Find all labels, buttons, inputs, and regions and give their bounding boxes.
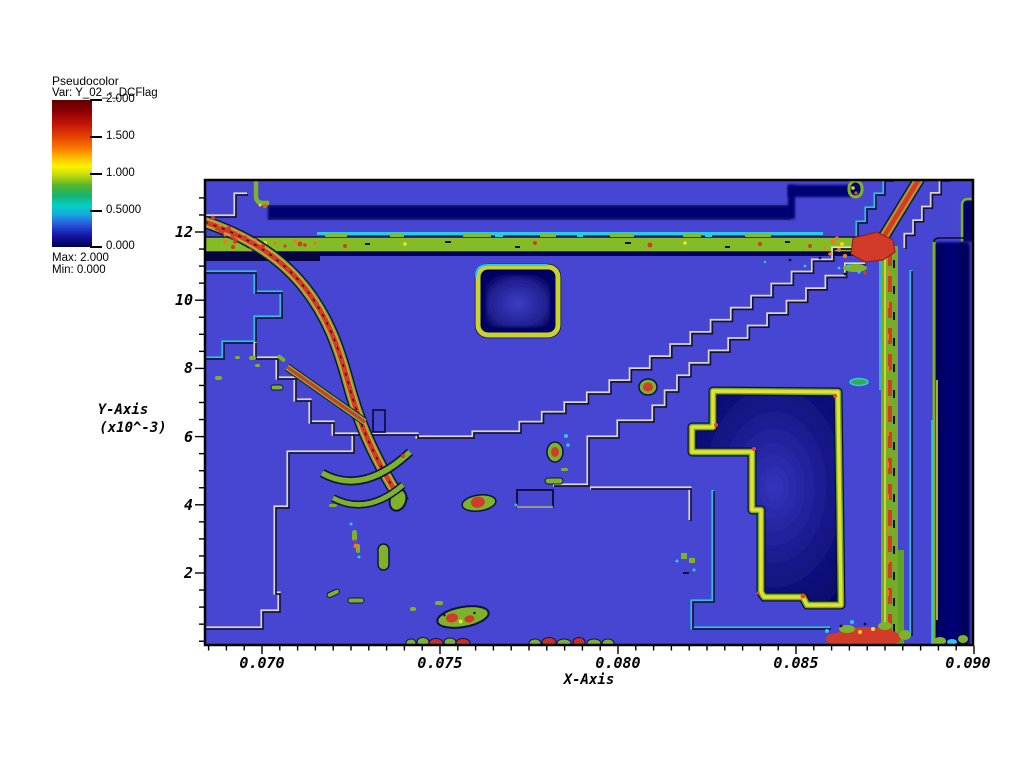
colorbar-tick <box>90 246 102 248</box>
top-right-navy-notch <box>962 200 973 242</box>
y-tick-label: 10 <box>175 291 193 309</box>
colorbar-tick <box>90 136 102 138</box>
x-tick-label: 0.090 <box>945 654 990 672</box>
rounded-square-region <box>474 263 562 339</box>
strip-left-cap <box>253 180 269 206</box>
mesh-boundaries <box>205 180 950 636</box>
colorbar-tick-label: 0.000 <box>106 240 135 252</box>
plot-border <box>203 178 975 647</box>
y-tick-label: 12 <box>175 223 193 241</box>
y-tick-label: 6 <box>184 428 193 446</box>
strip-right-cap <box>847 180 864 199</box>
x-tick-label: 0.070 <box>239 654 284 672</box>
fish-blob <box>436 605 490 629</box>
y-tick-label: 8 <box>184 359 193 377</box>
top-navy-strip <box>253 180 864 220</box>
colorbar-tick <box>90 210 102 212</box>
y-tick-label: 2 <box>183 564 193 582</box>
right-navy-band <box>931 237 970 645</box>
shock-junction-blob <box>823 231 896 275</box>
bottom-right-debris <box>825 620 911 645</box>
y-axis-tick-labels: 2 4 6 8 10 12 <box>175 223 193 582</box>
colorbar-tick <box>90 99 102 101</box>
legend-max-label: Max: 2.000 <box>52 252 109 264</box>
x-axis-tick-labels: 0.070 0.075 0.080 0.085 0.090 <box>239 654 990 672</box>
colorbar-tick <box>90 173 102 175</box>
yellow-outlined-region <box>687 386 846 610</box>
right-vertical-shock <box>879 246 904 645</box>
field-blobs <box>215 256 968 645</box>
y-tick-label: 4 <box>184 496 193 514</box>
cyan-line <box>317 232 823 235</box>
secondary-red-streak <box>249 354 368 426</box>
top-right-red-diagonal <box>877 180 926 242</box>
colorbar-tick-label: 1.000 <box>106 167 135 179</box>
colorbar-tick-label: 1.500 <box>106 130 135 142</box>
small-box-outline <box>372 409 386 433</box>
x-tick-label: 0.075 <box>417 654 462 672</box>
x-tick-label: 0.085 <box>773 654 818 672</box>
small-rect-outline <box>514 477 564 508</box>
colorbar-tick-label: 0.5000 <box>106 204 142 216</box>
green-crescents <box>319 448 414 509</box>
y-axis-ticks <box>195 197 204 642</box>
colorbar-tick-label: 2.000 <box>106 93 135 105</box>
y-axis-title: Y-Axis <box>98 402 149 418</box>
red-shock-arc <box>205 215 409 512</box>
legend-title: Pseudocolor <box>52 74 119 88</box>
plot-canvas <box>205 180 973 645</box>
y-axis-exponent: (x10^-3) <box>99 420 166 436</box>
x-axis-ticks <box>207 646 975 654</box>
x-axis-title: X-Axis <box>563 672 615 688</box>
x-tick-label: 0.080 <box>595 654 640 672</box>
legend-variable-label: Var: Y_02_-_DCFlag <box>52 87 158 99</box>
colorbar-gradient <box>52 100 92 247</box>
legend-min-label: Min: 0.000 <box>52 264 106 276</box>
